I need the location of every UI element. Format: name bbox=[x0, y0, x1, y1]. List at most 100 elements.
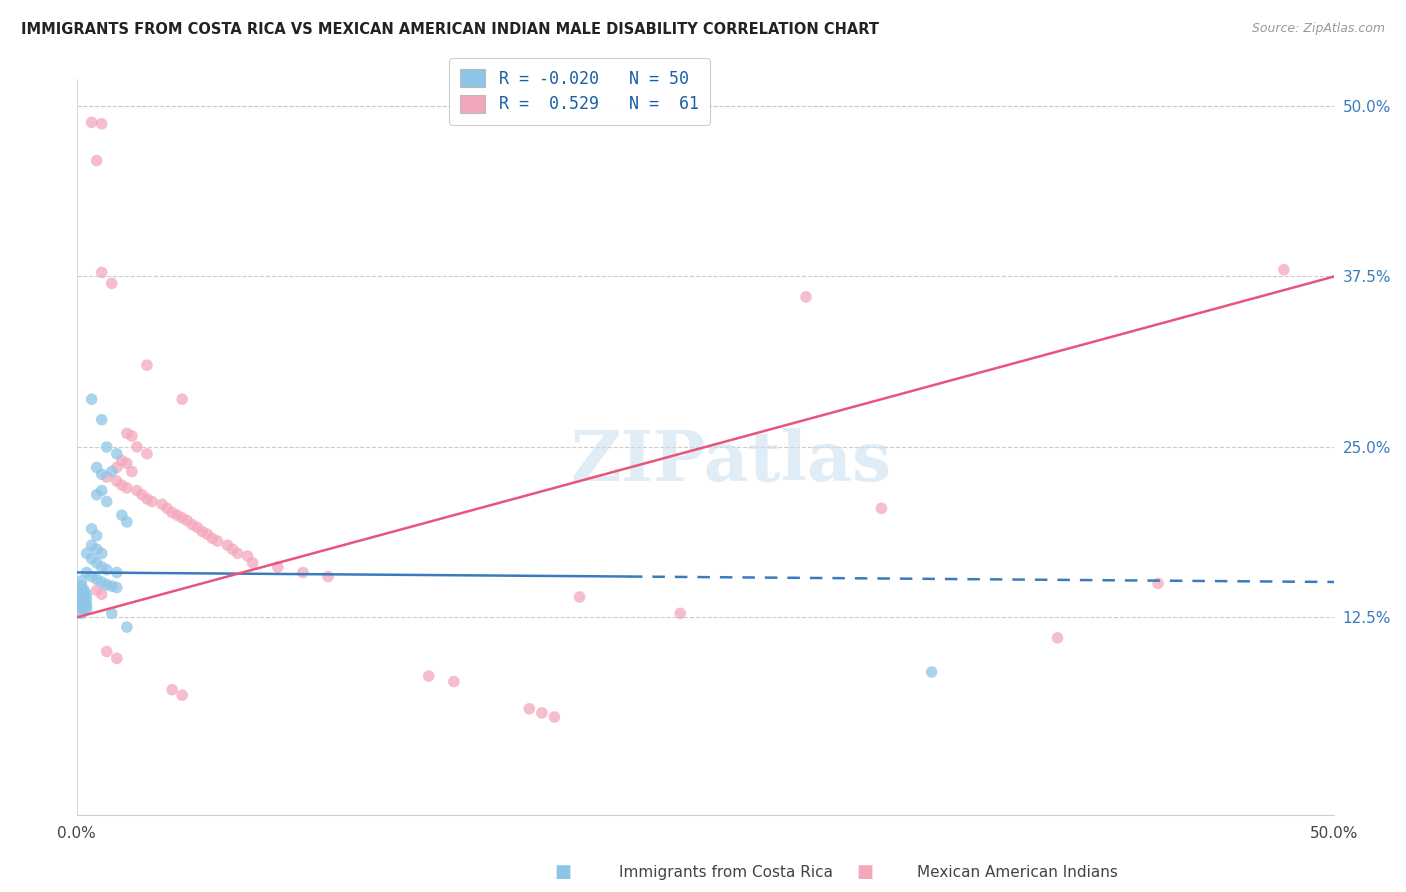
Point bbox=[794, 290, 817, 304]
Point bbox=[70, 601, 93, 615]
Point bbox=[70, 574, 93, 588]
Text: ZIPatlas: ZIPatlas bbox=[569, 428, 891, 495]
Point bbox=[111, 508, 134, 523]
Point bbox=[90, 467, 112, 482]
Point bbox=[226, 546, 249, 560]
Point bbox=[76, 598, 98, 612]
Point bbox=[221, 542, 243, 557]
Point bbox=[136, 447, 159, 461]
Point bbox=[242, 556, 264, 570]
Point bbox=[1046, 631, 1069, 645]
Point bbox=[172, 392, 194, 407]
Point bbox=[136, 491, 159, 506]
Point bbox=[86, 583, 108, 598]
Point bbox=[70, 583, 93, 598]
Point bbox=[80, 538, 103, 552]
Point bbox=[181, 517, 204, 532]
Point bbox=[160, 505, 183, 519]
Point bbox=[90, 587, 112, 601]
Point bbox=[86, 528, 108, 542]
Point bbox=[201, 532, 224, 546]
Point bbox=[73, 587, 96, 601]
Point bbox=[111, 478, 134, 492]
Point bbox=[96, 494, 118, 508]
Point bbox=[80, 551, 103, 566]
Point bbox=[267, 560, 290, 574]
Point bbox=[70, 592, 93, 607]
Point bbox=[191, 524, 214, 539]
Point bbox=[160, 682, 183, 697]
Point bbox=[217, 538, 239, 552]
Point bbox=[207, 534, 229, 549]
Point bbox=[150, 497, 173, 511]
Point bbox=[870, 501, 893, 516]
Point bbox=[115, 481, 138, 495]
Point bbox=[105, 474, 128, 488]
Point bbox=[236, 549, 259, 563]
Point bbox=[443, 674, 465, 689]
Point bbox=[186, 520, 208, 534]
Point bbox=[111, 453, 134, 467]
Point bbox=[172, 511, 194, 525]
Point bbox=[70, 579, 93, 593]
Point bbox=[96, 563, 118, 577]
Point bbox=[96, 578, 118, 592]
Point bbox=[90, 560, 112, 574]
Point bbox=[125, 483, 148, 498]
Point bbox=[121, 429, 143, 443]
Point bbox=[125, 440, 148, 454]
Point bbox=[1272, 262, 1295, 277]
Point bbox=[86, 542, 108, 557]
Point bbox=[172, 688, 194, 702]
Point bbox=[100, 579, 122, 593]
Text: IMMIGRANTS FROM COSTA RICA VS MEXICAN AMERICAN INDIAN MALE DISABILITY CORRELATIO: IMMIGRANTS FROM COSTA RICA VS MEXICAN AM… bbox=[21, 22, 879, 37]
Point bbox=[70, 597, 93, 611]
Point bbox=[90, 117, 112, 131]
Point bbox=[76, 587, 98, 601]
Point bbox=[90, 574, 112, 589]
Text: ■: ■ bbox=[554, 863, 571, 881]
Point bbox=[136, 358, 159, 372]
Point bbox=[86, 556, 108, 570]
Text: ■: ■ bbox=[856, 863, 873, 881]
Point bbox=[96, 644, 118, 658]
Point bbox=[141, 494, 163, 508]
Point bbox=[76, 546, 98, 560]
Point bbox=[100, 465, 122, 479]
Point bbox=[96, 470, 118, 484]
Legend: R = -0.020   N = 50, R =  0.529   N =  61: R = -0.020 N = 50, R = 0.529 N = 61 bbox=[449, 58, 710, 125]
Point bbox=[100, 277, 122, 291]
Point bbox=[80, 392, 103, 407]
Point bbox=[86, 460, 108, 475]
Point bbox=[176, 514, 198, 528]
Point bbox=[86, 572, 108, 586]
Point bbox=[86, 153, 108, 168]
Point bbox=[543, 710, 565, 724]
Point bbox=[530, 706, 553, 720]
Point bbox=[1147, 576, 1170, 591]
Point bbox=[156, 501, 179, 516]
Point bbox=[291, 566, 314, 580]
Point bbox=[121, 465, 143, 479]
Point bbox=[166, 508, 188, 523]
Point bbox=[73, 592, 96, 607]
Point bbox=[105, 581, 128, 595]
Text: Mexican American Indians: Mexican American Indians bbox=[917, 865, 1118, 880]
Text: Immigrants from Costa Rica: Immigrants from Costa Rica bbox=[619, 865, 832, 880]
Point bbox=[73, 602, 96, 616]
Point bbox=[316, 569, 339, 583]
Point bbox=[90, 546, 112, 560]
Point bbox=[105, 447, 128, 461]
Point bbox=[90, 265, 112, 279]
Point bbox=[418, 669, 440, 683]
Point bbox=[90, 413, 112, 427]
Point bbox=[105, 651, 128, 665]
Point bbox=[73, 583, 96, 598]
Point bbox=[76, 592, 98, 607]
Point bbox=[96, 440, 118, 454]
Point bbox=[131, 488, 153, 502]
Point bbox=[80, 522, 103, 536]
Point bbox=[115, 456, 138, 470]
Point bbox=[70, 587, 93, 601]
Point bbox=[517, 702, 540, 716]
